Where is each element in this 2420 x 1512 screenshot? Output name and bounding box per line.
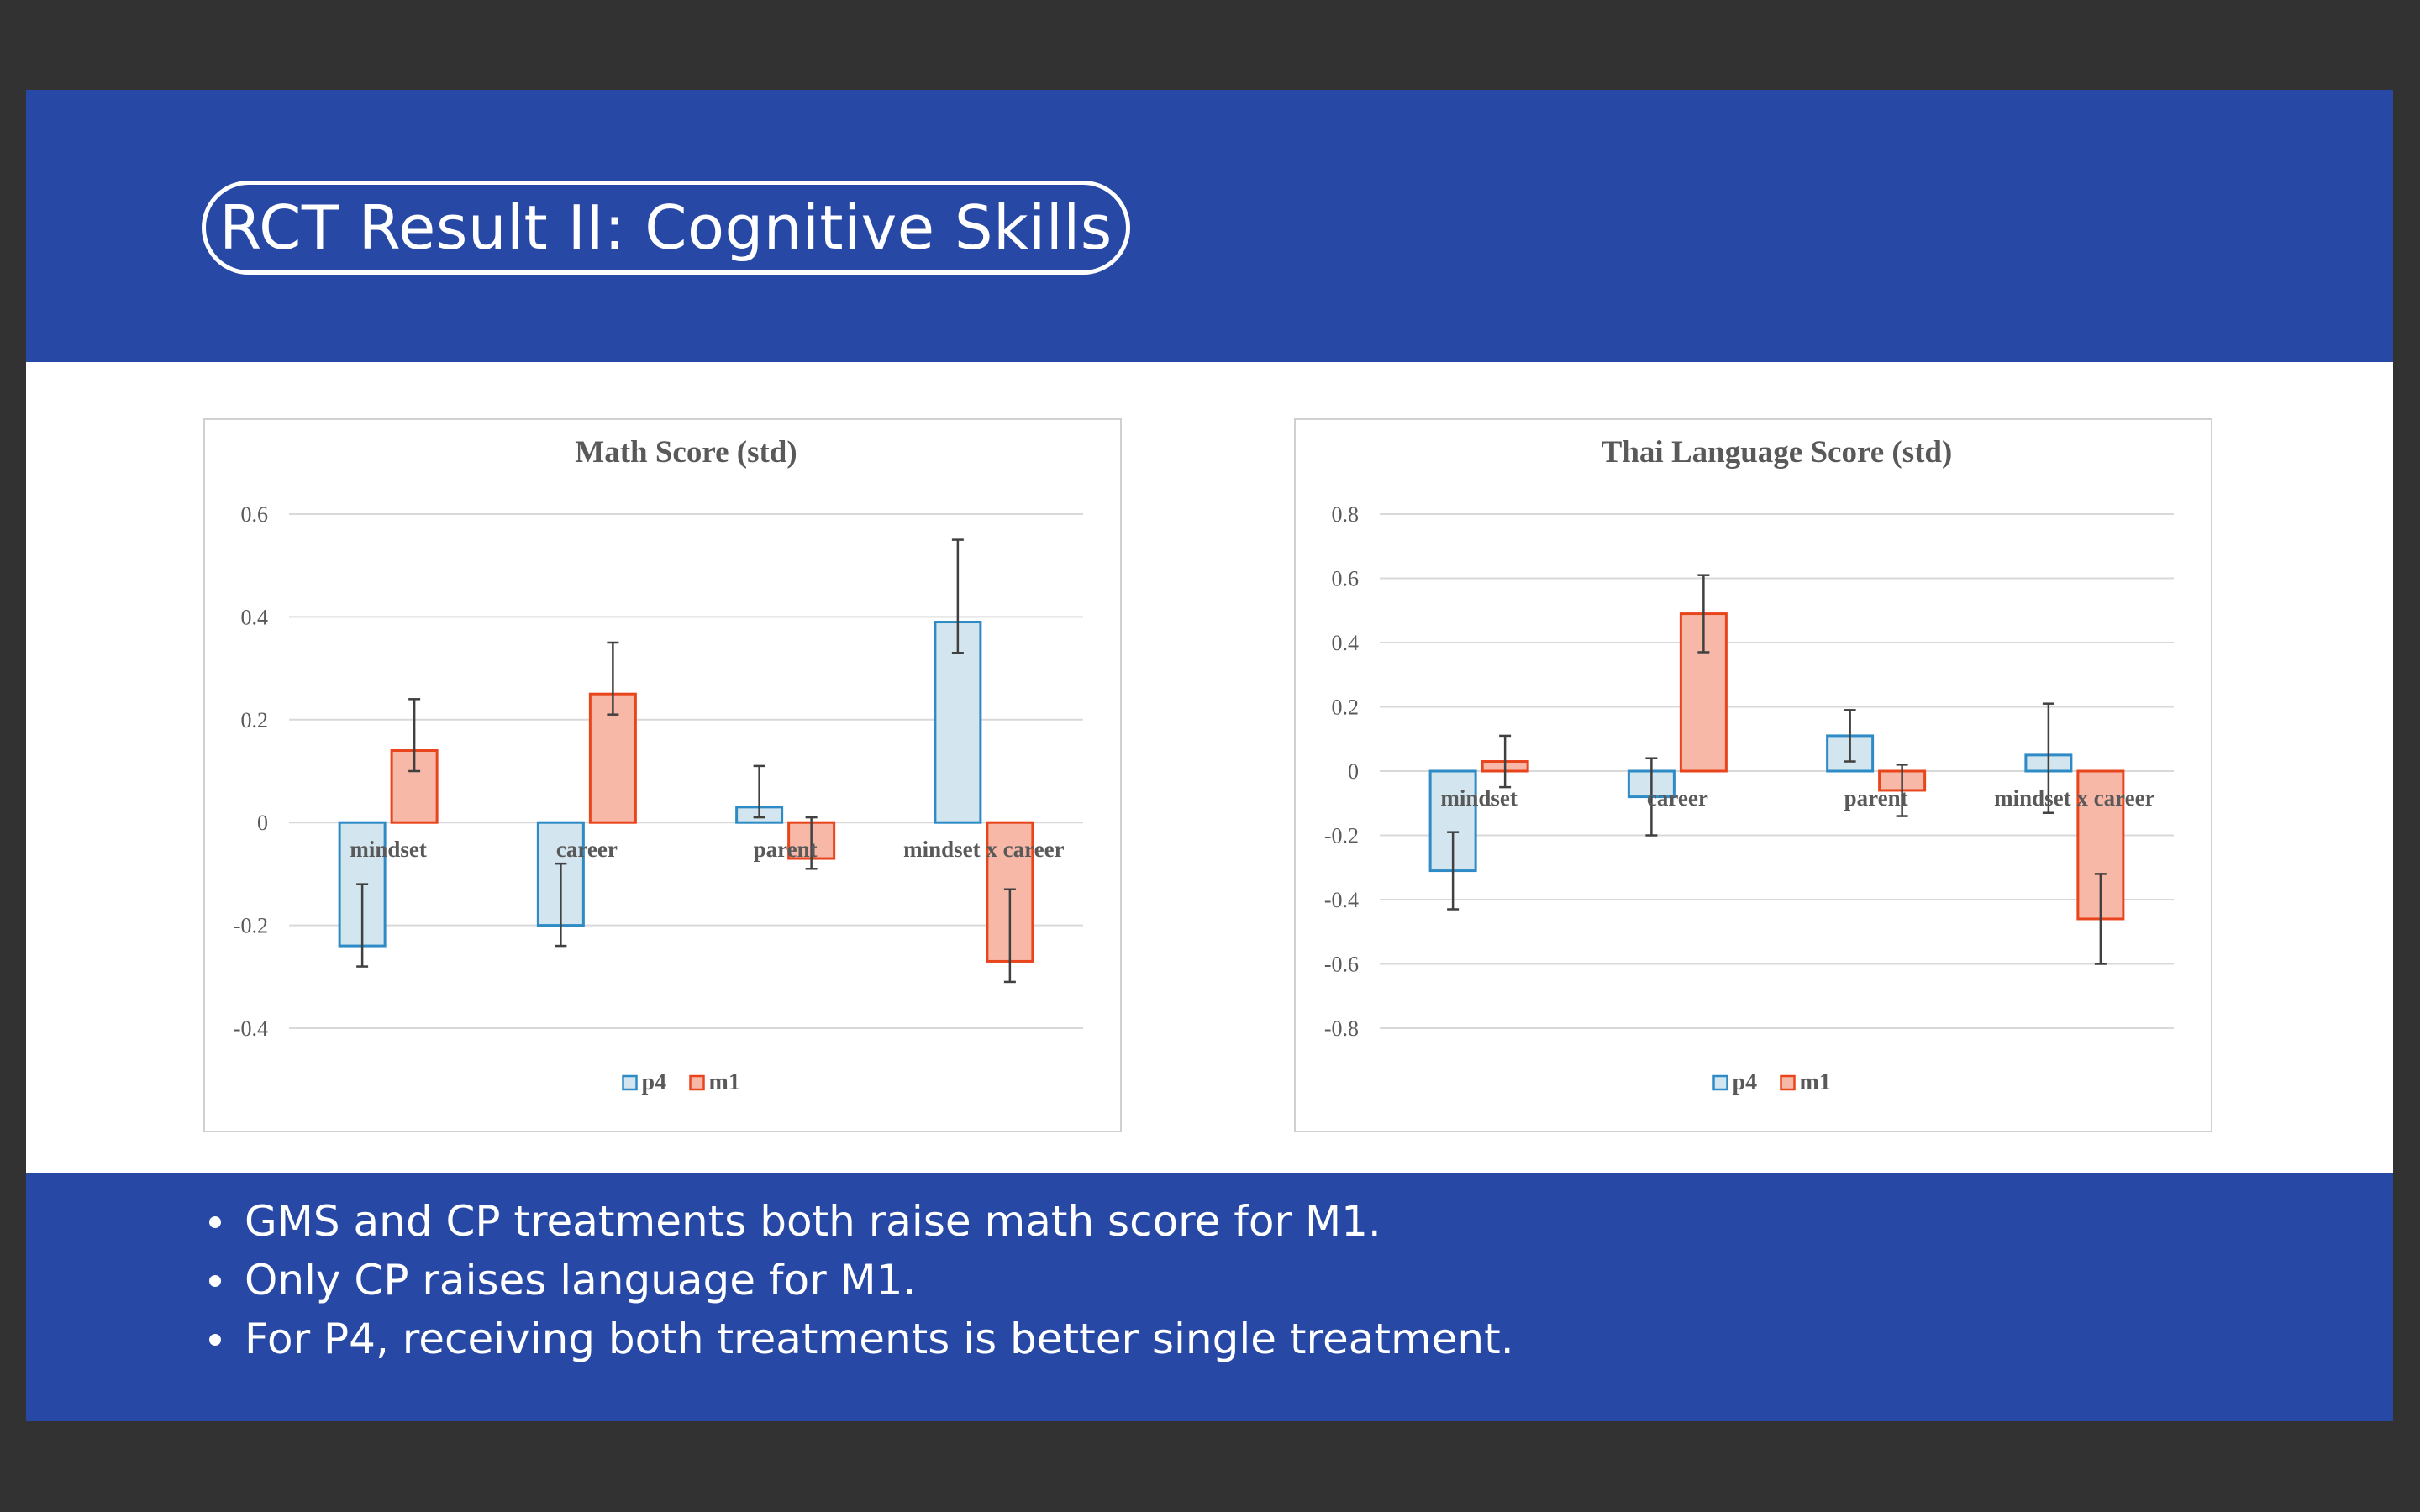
legend-swatch-p4 xyxy=(622,1074,638,1091)
legend-label-m1: m1 xyxy=(709,1069,740,1095)
slide-header: RCT Result II: Cognitive Skills xyxy=(26,90,2393,362)
y-tick-label: -0.6 xyxy=(1324,953,1359,977)
bullet-item: GMS and CP treatments both raise math sc… xyxy=(203,1192,1514,1251)
math-chart-title: Math Score (std) xyxy=(575,435,797,470)
bullet-list: GMS and CP treatments both raise math sc… xyxy=(203,1192,1514,1368)
legend-label-p4: p4 xyxy=(1733,1069,1758,1095)
slide-footer: GMS and CP treatments both raise math sc… xyxy=(26,1173,2393,1421)
x-category-label: career xyxy=(1647,785,1708,811)
x-category-label: mindset xyxy=(1440,785,1518,811)
math-chart-panel: Math Score (std) 0.6 0.4 0.2 0 -0.2 -0.4 mindse… xyxy=(203,418,1122,1132)
y-tick-label: 0.6 xyxy=(1332,567,1360,591)
x-category-label: parent xyxy=(1844,785,1908,811)
x-category-label: mindset x career xyxy=(903,837,1064,862)
y-tick-label: -0.2 xyxy=(234,914,268,938)
y-tick-label: 0.2 xyxy=(241,708,269,732)
y-tick-label: 0.6 xyxy=(241,502,269,527)
legend-label-p4: p4 xyxy=(642,1069,667,1095)
legend-swatch-p4 xyxy=(1712,1074,1728,1091)
y-tick-label: 0.4 xyxy=(1332,631,1360,655)
x-category-label: parent xyxy=(754,837,818,862)
y-tick-label: 0.2 xyxy=(1332,696,1360,720)
y-tick-label: -0.8 xyxy=(1324,1016,1359,1041)
math-score-chart: Math Score (std) 0.6 0.4 0.2 0 -0.2 -0.4 mindse… xyxy=(234,435,1083,1095)
y-tick-label: -0.2 xyxy=(1324,824,1359,848)
y-tick-label: -0.4 xyxy=(1324,888,1359,912)
legend-label-m1: m1 xyxy=(1800,1069,1831,1095)
x-category-label: mindset xyxy=(350,837,427,862)
thai-chart-panel: Thai Language Score (std) 0.8 0.6 0.4 0.2 0 -0… xyxy=(1294,418,2212,1132)
legend-swatch-m1 xyxy=(689,1074,705,1091)
thai-language-score-chart: Thai Language Score (std) 0.8 0.6 0.4 0.2 0 -0… xyxy=(1324,435,2174,1095)
y-tick-label: -0.4 xyxy=(234,1016,268,1041)
thai-chart-title: Thai Language Score (std) xyxy=(1602,435,1953,470)
x-category-label: mindset x career xyxy=(1994,785,2154,811)
slide: RCT Result II: Cognitive Skills Math Sco… xyxy=(26,90,2393,1421)
slide-title: RCT Result II: Cognitive Skills xyxy=(202,181,1130,275)
legend-swatch-m1 xyxy=(1780,1074,1796,1091)
y-tick-label: 0 xyxy=(1348,759,1359,784)
x-category-label: career xyxy=(556,837,618,862)
y-tick-label: 0 xyxy=(257,811,268,835)
y-tick-label: 0.4 xyxy=(241,605,269,629)
bullet-item: For P4, receiving both treatments is bet… xyxy=(203,1310,1514,1368)
y-tick-label: 0.8 xyxy=(1332,502,1360,527)
bullet-item: Only CP raises language for M1. xyxy=(203,1251,1514,1310)
